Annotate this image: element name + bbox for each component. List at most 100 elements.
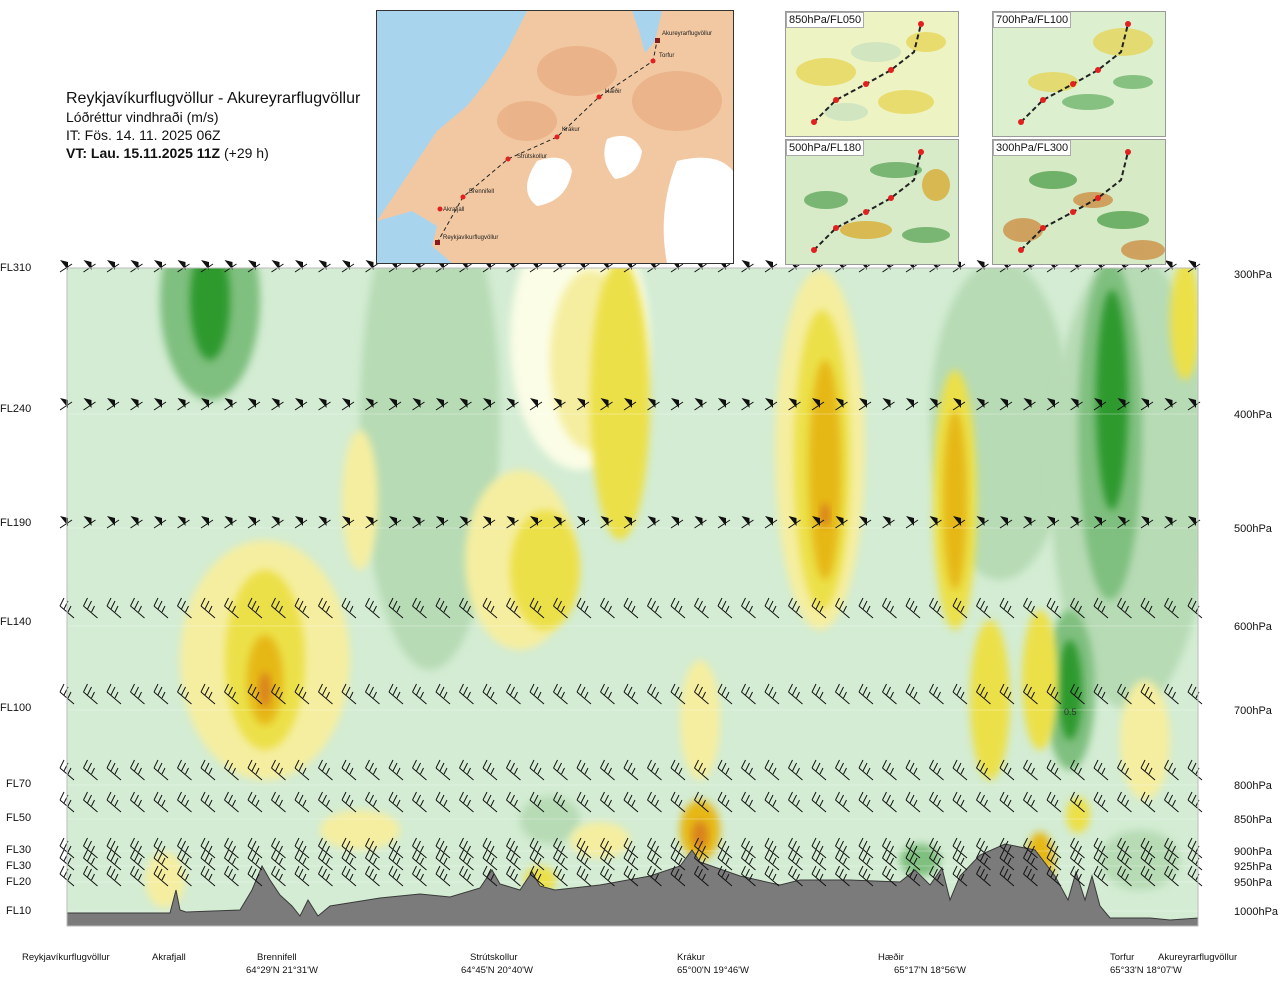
wind-barb xyxy=(435,849,451,871)
wind-barb xyxy=(177,837,192,859)
thumbnail-850hpa[interactable]: 850hPa/FL050 xyxy=(785,11,959,137)
wind-barb xyxy=(83,683,98,705)
wind-barb xyxy=(764,597,780,619)
wind-barb xyxy=(1023,597,1038,619)
wind-barb xyxy=(482,516,496,529)
wind-barb xyxy=(929,597,944,619)
wind-barb xyxy=(952,837,968,859)
wind-barb xyxy=(271,849,286,871)
wind-barb xyxy=(1070,516,1083,529)
wind-barb xyxy=(764,849,780,871)
lead-time: (+29 h) xyxy=(224,145,269,161)
wind-barb xyxy=(1093,837,1109,859)
wind-barb xyxy=(694,865,709,887)
wind-barb xyxy=(576,683,592,705)
wind-barb xyxy=(200,791,216,813)
wind-barb xyxy=(506,683,521,705)
wind-barb xyxy=(788,516,801,529)
wind-barb xyxy=(1046,683,1062,705)
wind-barb xyxy=(529,683,545,705)
wind-barb xyxy=(459,791,474,813)
wind-contour-region xyxy=(320,810,400,850)
wind-barb xyxy=(647,683,662,705)
pressure-label: 800hPa xyxy=(1234,780,1272,792)
wind-barb xyxy=(106,865,122,887)
wind-barb xyxy=(647,865,662,887)
wind-barb xyxy=(694,849,709,871)
wind-barb xyxy=(717,683,733,705)
wind-barb xyxy=(388,597,404,619)
location-label: Akrafjall xyxy=(152,952,186,963)
wind-barb xyxy=(435,837,451,859)
thumbnail-700hpa[interactable]: 700hPa/FL100 xyxy=(992,11,1166,137)
wind-barb xyxy=(717,865,733,887)
wind-barb xyxy=(1070,837,1085,859)
wind-barb xyxy=(905,837,921,859)
wind-barb xyxy=(835,849,850,871)
wind-barb xyxy=(717,759,733,781)
wind-barb xyxy=(858,597,874,619)
wind-barb xyxy=(247,837,263,859)
wind-barb xyxy=(247,398,261,411)
wind-barb xyxy=(318,791,333,813)
wind-barb xyxy=(952,849,968,871)
wind-barb xyxy=(365,837,380,859)
wind-barb xyxy=(177,849,192,871)
thumbnail-300hpa[interactable]: 300hPa/FL300 xyxy=(992,139,1166,265)
wind-barb xyxy=(553,398,566,411)
wind-barb xyxy=(435,398,449,411)
vertical-wind-field xyxy=(67,268,1198,908)
wind-barb xyxy=(600,849,615,871)
route-title: Reykjavíkurflugvöllur - Akureyrarflugvöl… xyxy=(66,90,361,107)
wind-barb xyxy=(341,865,357,887)
wind-contour-region xyxy=(1120,680,1170,800)
wind-barb xyxy=(365,516,378,529)
thumbnail-label: 700hPa/FL100 xyxy=(993,12,1072,28)
map-label-torfur: Torfur xyxy=(659,53,674,59)
pressure-label: 500hPa xyxy=(1234,523,1272,535)
wind-barb xyxy=(647,837,662,859)
wind-barb xyxy=(788,849,803,871)
wind-barb xyxy=(482,597,498,619)
wind-barb xyxy=(459,516,472,529)
wind-barb xyxy=(858,683,874,705)
wind-barb xyxy=(412,516,425,529)
wind-contour-region xyxy=(943,410,967,590)
wind-barb xyxy=(224,865,239,887)
map-label-haedir: Hæðir xyxy=(605,88,621,95)
wind-barb xyxy=(506,597,521,619)
wind-barb xyxy=(576,597,592,619)
wind-barb xyxy=(882,597,897,619)
wind-barb xyxy=(764,837,780,859)
wind-contour-region xyxy=(342,430,378,570)
wind-barb xyxy=(388,398,402,411)
wind-barb xyxy=(529,516,543,529)
wind-barb xyxy=(835,597,850,619)
init-time: IT: Fös. 14. 11. 2025 06Z xyxy=(66,127,221,143)
pressure-label: 925hPa xyxy=(1234,861,1272,873)
fl-label: FL20 xyxy=(6,876,32,888)
wind-barb xyxy=(553,683,568,705)
pressure-label: 900hPa xyxy=(1234,846,1272,858)
wind-barb xyxy=(1140,683,1156,705)
thumbnail-map xyxy=(786,12,958,136)
wind-barb xyxy=(435,791,451,813)
wind-barb xyxy=(271,597,286,619)
wind-barb xyxy=(741,791,756,813)
wind-barb xyxy=(388,516,402,529)
thumbnail-500hpa[interactable]: 500hPa/FL180 xyxy=(785,139,959,265)
wind-barb xyxy=(412,837,427,859)
wind-barb xyxy=(412,759,427,781)
wind-barb xyxy=(365,597,380,619)
wind-barb xyxy=(388,837,404,859)
wind-barb xyxy=(670,849,686,871)
wind-barb xyxy=(647,398,660,411)
pressure-label: 700hPa xyxy=(1234,705,1272,717)
wind-barb xyxy=(200,516,214,529)
wind-barb xyxy=(318,849,333,871)
wind-barb xyxy=(717,849,733,871)
wind-barb xyxy=(858,865,874,887)
wind-barb xyxy=(694,597,709,619)
wind-barb xyxy=(224,683,239,705)
wind-barb xyxy=(694,759,709,781)
